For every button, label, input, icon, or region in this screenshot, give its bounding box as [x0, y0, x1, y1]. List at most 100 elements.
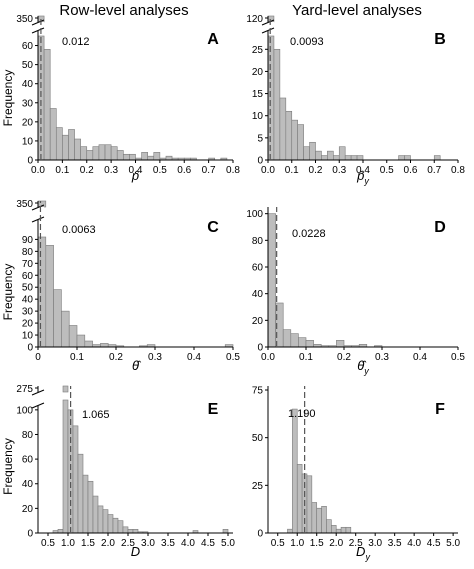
- x-axis-label-C: θ̂: [132, 358, 142, 373]
- xtick-label-C-2: 0.2: [109, 352, 123, 363]
- xtick-label-C-1: 0.1: [70, 352, 84, 363]
- bar-A-6: [74, 138, 81, 161]
- xtick-label-F-5: 3.0: [368, 538, 382, 549]
- ytick-label-E-5: 100: [16, 405, 33, 416]
- bar-A-2: [49, 108, 57, 161]
- xtick-label-C-3: 0.3: [148, 352, 162, 363]
- column-title-yard-level: Yard-level analyses: [292, 2, 422, 19]
- bar-F-6: [316, 507, 322, 534]
- ytick-label-C-9: 90: [22, 235, 34, 246]
- ytick-label-E-2: 40: [22, 479, 34, 490]
- ytick-label-D-3: 60: [252, 263, 264, 274]
- xtick-label-E-8: 4.5: [201, 538, 215, 549]
- xtick-label-B-4: 0.4: [356, 165, 370, 176]
- xtick-label-A-8: 0.8: [226, 165, 240, 176]
- bar-F-12: [345, 526, 352, 534]
- bar-E-13: [117, 520, 124, 534]
- bar-A-10: [98, 144, 106, 161]
- bar-E-11: [107, 514, 114, 534]
- xtick-label-D-5: 0.5: [451, 352, 465, 363]
- xtick-label-B-0: 0.0: [261, 165, 275, 176]
- bar-B-1: [273, 48, 281, 161]
- bar-F-4: [306, 475, 313, 534]
- bar-F-0: [287, 528, 293, 534]
- bar-E-4: [72, 425, 79, 534]
- bar-B-10: [327, 150, 334, 161]
- xtick-label-A-7: 0.7: [202, 165, 216, 176]
- ytick-label-C-6: 60: [22, 271, 34, 282]
- ytick-label-C-0: 0: [27, 343, 33, 354]
- bar-F-9: [331, 525, 337, 534]
- xtick-label-B-3: 0.3: [332, 165, 346, 176]
- ytick-label-C-3: 30: [22, 307, 34, 318]
- bar-D-2: [282, 329, 292, 348]
- y-axis-label-A: Frequency: [1, 70, 15, 127]
- ytick-label-F-2: 50: [252, 433, 264, 444]
- bar-E-16: [132, 529, 139, 534]
- x-axis-label-E: D: [131, 544, 140, 559]
- bar-B-5: [297, 124, 304, 161]
- x-axis-label-A: p̂: [131, 168, 140, 183]
- xtick-label-A-0: 0.0: [31, 165, 45, 176]
- bar-B-23: [404, 155, 411, 161]
- bar-A-13: [116, 150, 124, 161]
- bar-E-6: [82, 474, 89, 534]
- x-axis-label-D: θ̂y: [357, 358, 369, 376]
- xtick-label-B-1: 0.1: [285, 165, 299, 176]
- ytick-label-D-0: 0: [257, 343, 263, 354]
- bar-E-14: [122, 526, 129, 534]
- xtick-label-D-3: 0.3: [375, 352, 389, 363]
- ytick-label-A-3: 30: [22, 98, 34, 109]
- bar-B-11: [333, 155, 340, 161]
- bar-D-4: [298, 337, 307, 348]
- xtick-label-D-0: 0.0: [261, 352, 275, 363]
- y-axis-label-E: Frequency: [1, 438, 15, 495]
- bar-A-18: [147, 155, 155, 161]
- bar-B-8: [315, 150, 322, 161]
- axis-break-gap-B: [262, 22, 274, 31]
- xtick-label-B-2: 0.2: [309, 165, 323, 176]
- bar-C-3: [61, 310, 70, 348]
- ytick-label-E-0: 0: [27, 529, 33, 540]
- reference-label-E: 1.065: [82, 409, 110, 421]
- bar-D-5: [305, 340, 314, 348]
- bar-A-4: [62, 134, 69, 161]
- bar-D-0: [267, 213, 276, 348]
- xtick-label-B-8: 0.8: [451, 165, 465, 176]
- axis-break-mark-A-1: [31, 19, 45, 26]
- ytick-label-C-4: 40: [22, 295, 34, 306]
- xtick-label-F-4: 2.5: [349, 538, 363, 549]
- bar-B-0: [267, 35, 275, 161]
- bar-E-2: [62, 399, 69, 534]
- xtick-label-A-2: 0.2: [80, 165, 94, 176]
- ytick-label-F-3: 75: [252, 386, 264, 397]
- axis-break-mark-B-2: [261, 27, 275, 34]
- bar-C-0: [37, 236, 47, 348]
- reference-label-C: 0.0063: [62, 224, 96, 236]
- ytick-label-break-A: 350: [16, 14, 33, 25]
- ytick-label-F-1: 25: [252, 481, 264, 492]
- bar-E-10: [102, 509, 109, 534]
- bar-E-5: [77, 453, 84, 534]
- xtick-label-F-1: 1.0: [290, 538, 304, 549]
- xtick-label-F-0: 0.5: [271, 538, 285, 549]
- ytick-label-D-2: 40: [252, 289, 264, 300]
- xtick-label-B-5: 0.5: [380, 165, 394, 176]
- ytick-label-B-4: 20: [252, 67, 264, 78]
- xtick-label-C-5: 0.5: [226, 352, 240, 363]
- axis-break-mark-C-2: [31, 216, 45, 223]
- bar-F-1: [292, 408, 298, 534]
- bar-A-9: [92, 146, 100, 161]
- x-axis-label-B: p̂y: [356, 168, 369, 186]
- xtick-label-A-3: 0.3: [104, 165, 118, 176]
- bar-B-6: [303, 146, 310, 161]
- xtick-label-C-0: 0: [35, 352, 41, 363]
- ytick-label-F-0: 0: [257, 529, 263, 540]
- xtick-label-F-3: 2.0: [329, 538, 343, 549]
- ytick-label-A-2: 20: [22, 117, 34, 128]
- ytick-label-A-5: 50: [22, 60, 34, 71]
- reference-label-F: 1.190: [288, 408, 316, 420]
- reference-label-B: 0.0093: [290, 36, 324, 48]
- axis-break-mark-A-2: [31, 27, 45, 34]
- bar-B-12: [338, 146, 346, 161]
